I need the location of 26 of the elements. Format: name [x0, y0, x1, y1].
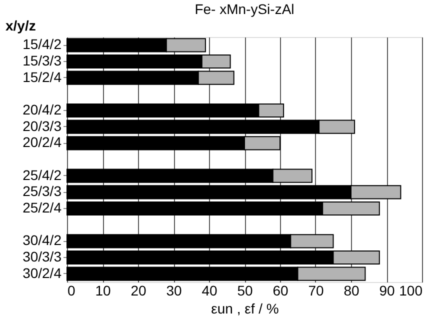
x-tick-label: 90 [379, 282, 395, 298]
y-tick-label: 25/4/2 [22, 166, 62, 183]
y-tick-label: 30/4/2 [22, 232, 62, 248]
y-tick-label: 25/3/3 [22, 183, 62, 200]
chart-title: Fe- xMn-ySi-zAl [194, 1, 294, 17]
x-tick-label: 40 [202, 282, 218, 298]
x-axis-title: εun , εf / % [211, 300, 279, 316]
y-tick-label: 20/3/3 [22, 118, 62, 134]
y-tick-label: 30/3/3 [22, 248, 62, 264]
y-tick-label: 30/2/4 [22, 264, 62, 281]
x-tick-label: 70 [308, 282, 324, 298]
x-tick-label: 30 [166, 282, 182, 298]
x-tick-label: 10 [95, 282, 111, 298]
y-tick-label: 20/4/2 [22, 102, 62, 118]
x-tick-label: 100 [399, 282, 423, 298]
y-axis-title: x/y/z [6, 18, 36, 34]
x-tick-label: 80 [344, 282, 360, 298]
y-tick-label: 15/3/3 [22, 52, 62, 68]
y-tick-label: 15/2/4 [22, 68, 62, 85]
x-tick-label: 50 [237, 282, 253, 298]
x-tick-label: 0 [68, 282, 76, 298]
y-tick-label: 25/2/4 [22, 200, 62, 216]
y-tick-label: 20/2/4 [22, 134, 62, 150]
x-tick-label: 20 [130, 282, 146, 298]
x-tick-label: 60 [272, 282, 288, 298]
y-tick-label: 15/4/2 [22, 36, 62, 52]
